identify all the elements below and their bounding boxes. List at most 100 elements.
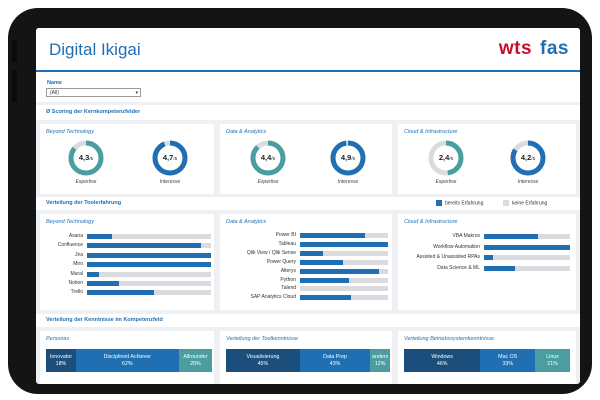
segment-percent: 12% <box>374 360 386 367</box>
section-title: Verteilung der Toolerfahrung <box>46 200 122 206</box>
bar-row[interactable]: Notion <box>69 280 211 287</box>
tools-panel: Data & Analytics Power BI Tableau Qlik Vie… <box>220 214 392 310</box>
section-title: Verteilung der Kenntnisse im Kompetenzfe… <box>46 317 163 323</box>
name-filter-select[interactable]: (All) ▾ <box>46 88 141 97</box>
expertise-donut[interactable] <box>68 140 104 176</box>
stacked-segment[interactable]: Windows 46% <box>404 349 481 372</box>
bar-label: VBA Makros <box>452 233 480 239</box>
bar-track <box>87 281 211 286</box>
bar-track <box>300 250 388 256</box>
bar-track <box>300 286 388 292</box>
donut-arc <box>428 140 464 176</box>
bar-label: Power BI <box>275 232 296 238</box>
name-filter-label: Name <box>47 80 62 86</box>
section-scoring-header: Ø Scoring der Kernkompetenzfelder <box>36 105 580 120</box>
panel-title: Personas <box>46 336 70 342</box>
bar-row[interactable]: Alteryx <box>281 268 388 275</box>
stacked-segment[interactable]: Innovator 18% <box>46 349 76 372</box>
bar-row[interactable]: Jira <box>75 252 211 259</box>
segment-label: Mac OS <box>498 353 518 360</box>
bar-row[interactable]: Confluence <box>58 242 211 249</box>
chevron-down-icon: ▾ <box>135 90 138 96</box>
interest-donut[interactable] <box>152 140 188 176</box>
bar-fill <box>87 262 211 268</box>
bar-row[interactable]: Talend <box>281 285 388 292</box>
bar-label: Assisted & Unassisted RPAs <box>416 254 480 260</box>
segment-label: anders <box>372 353 389 360</box>
bar-label: Jira <box>74 251 83 258</box>
segment-percent: 33% <box>502 360 514 367</box>
bar-row[interactable]: Assisted & Unassisted RPAs <box>416 254 570 261</box>
bar-fill <box>300 277 350 283</box>
bar-fill <box>87 243 202 249</box>
bar-fill <box>484 244 570 250</box>
bar-fill <box>300 268 380 274</box>
donut-arc <box>250 140 286 176</box>
bar-row[interactable]: VBA Makros <box>452 233 570 240</box>
interest-label: Interesse <box>159 179 181 185</box>
bar-row[interactable]: Tableau <box>278 241 388 248</box>
bar-label: Trello <box>70 289 83 296</box>
legend-has-experience: bereits Erfahrung <box>436 200 483 206</box>
stacked-segment[interactable]: anders 12% <box>370 349 390 372</box>
legend-swatch <box>436 200 442 206</box>
bar-fill <box>300 241 388 247</box>
bar-row[interactable]: Mural <box>70 271 211 278</box>
name-filter-value: (All) <box>50 90 59 96</box>
scoring-panel: Cloud & Infrastructure 2,4/5 Expertise 4… <box>398 124 576 194</box>
bar-row[interactable]: Workflow Automation <box>433 244 570 251</box>
stacked-bar: Windows 46% Mac OS 33% Linux 21% <box>404 349 570 372</box>
expertise-donut[interactable] <box>428 140 464 176</box>
knowledge-panel: Verteilung der Toolkenntnisse Visualisie… <box>220 331 392 384</box>
stacked-segment[interactable]: Data Prep 43% <box>299 349 371 372</box>
interest-label: Interesse <box>337 179 359 185</box>
side-button <box>12 70 17 102</box>
bar-row[interactable]: Python <box>280 277 388 284</box>
bar-row[interactable]: Trello <box>71 289 211 296</box>
segment-label: Allrounder <box>183 353 208 360</box>
stacked-segment[interactable]: Linux 21% <box>535 349 570 372</box>
segment-percent: 21% <box>547 360 558 367</box>
bar-row[interactable]: Qlik View / Qlik Sense <box>247 250 388 257</box>
dashboard-screen: Digital Ikigai wts fas Name (All) ▾ Ø Sco… <box>36 28 580 384</box>
bar-row[interactable]: Power Query <box>267 259 388 266</box>
section-knowledge-header: Verteilung der Kenntnisse im Kompetenzfe… <box>36 314 580 327</box>
expertise-label: Expertise <box>75 179 97 185</box>
interest-donut[interactable] <box>510 140 546 176</box>
bar-track <box>87 234 211 239</box>
stacked-segment[interactable]: Mac OS 33% <box>480 349 536 372</box>
interest-score: 4,9/5 <box>340 153 356 162</box>
logo-fas: fas <box>540 38 569 59</box>
bar-row[interactable]: Asana <box>69 233 211 240</box>
segment-label: Linux <box>546 353 559 360</box>
bar-fill <box>484 234 539 239</box>
stacked-bar: Innovator 18% Disciplined Achiever 62% Allro… <box>46 349 212 372</box>
bar-row[interactable]: Miro <box>73 261 211 268</box>
stacked-segment[interactable]: Disciplined Achiever 62% <box>75 349 179 372</box>
legend-no-experience: keine Erfahrung <box>503 200 547 206</box>
expertise-label: Expertise <box>257 179 279 185</box>
section-tools-header: Verteilung der Toolerfahrung bereits Erf… <box>36 197 580 210</box>
interest-score: 4,7/5 <box>162 153 178 162</box>
tools-panel: Beyond Technology Asana Confluence Jira Mir… <box>40 214 214 310</box>
bar-fill <box>87 290 154 296</box>
segment-label: Data Prep <box>323 353 347 360</box>
panel-title: Cloud & Infrastructure <box>404 219 458 225</box>
expertise-score: 4,3/5 <box>78 153 94 162</box>
panel-title: Data & Analytics <box>226 219 267 225</box>
donut-arc <box>152 140 188 176</box>
expertise-donut[interactable] <box>250 140 286 176</box>
segment-label: Innovator <box>49 353 72 360</box>
bar-row[interactable]: Data Science & ML <box>437 265 570 272</box>
knowledge-panel: Personas Innovator 18% Disciplined Achieve… <box>40 331 214 384</box>
segment-percent: 18% <box>55 360 67 367</box>
scoring-panel: Beyond Technology 4,3/5 Expertise 4,7/5 … <box>40 124 214 194</box>
bar-fill <box>484 265 515 271</box>
stacked-segment[interactable]: Allrounder 20% <box>178 349 212 372</box>
bar-row[interactable]: SAP Analytics Cloud <box>251 294 388 301</box>
stacked-segment[interactable]: Visualisierung 45% <box>226 349 300 372</box>
bar-row[interactable]: Power BI <box>276 232 388 239</box>
page-title: Digital Ikigai <box>49 40 141 59</box>
interest-donut[interactable] <box>330 140 366 176</box>
interest-score: 4,2/5 <box>520 153 536 162</box>
